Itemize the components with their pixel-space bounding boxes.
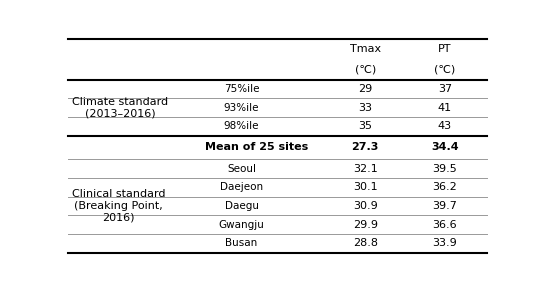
Text: Climate standard
(2013–2016): Climate standard (2013–2016) — [72, 97, 168, 119]
Text: Daejeon: Daejeon — [220, 182, 263, 192]
Text: 35: 35 — [358, 121, 372, 131]
Text: (℃): (℃) — [434, 64, 456, 74]
Text: 36.6: 36.6 — [433, 220, 457, 230]
Text: 36.2: 36.2 — [433, 182, 457, 192]
Text: 43: 43 — [438, 121, 452, 131]
Text: Gwangju: Gwangju — [219, 220, 265, 230]
Text: 28.8: 28.8 — [353, 238, 378, 248]
Text: 39.7: 39.7 — [433, 201, 457, 211]
Text: 93%ile: 93%ile — [224, 103, 259, 113]
Text: 39.5: 39.5 — [433, 164, 457, 174]
Text: Seoul: Seoul — [227, 164, 256, 174]
Text: 34.4: 34.4 — [431, 143, 459, 152]
Text: 37: 37 — [438, 84, 452, 94]
Text: 75%ile: 75%ile — [224, 84, 259, 94]
Text: 33: 33 — [358, 103, 372, 113]
Text: (℃): (℃) — [355, 64, 376, 74]
Text: 32.1: 32.1 — [353, 164, 378, 174]
Text: PT: PT — [438, 44, 452, 54]
Text: 29.9: 29.9 — [353, 220, 378, 230]
Text: 30.9: 30.9 — [353, 201, 378, 211]
Text: 27.3: 27.3 — [352, 143, 379, 152]
Text: Daegu: Daegu — [225, 201, 259, 211]
Text: 30.1: 30.1 — [353, 182, 378, 192]
Text: Tmax: Tmax — [349, 44, 381, 54]
Text: 41: 41 — [438, 103, 452, 113]
Text: 98%ile: 98%ile — [224, 121, 259, 131]
Text: Busan: Busan — [226, 238, 258, 248]
Text: Clinical standard
(Breaking Point,
2016): Clinical standard (Breaking Point, 2016) — [72, 189, 166, 223]
Text: 33.9: 33.9 — [433, 238, 457, 248]
Text: Mean of 25 sites: Mean of 25 sites — [204, 143, 308, 152]
Text: 29: 29 — [358, 84, 372, 94]
